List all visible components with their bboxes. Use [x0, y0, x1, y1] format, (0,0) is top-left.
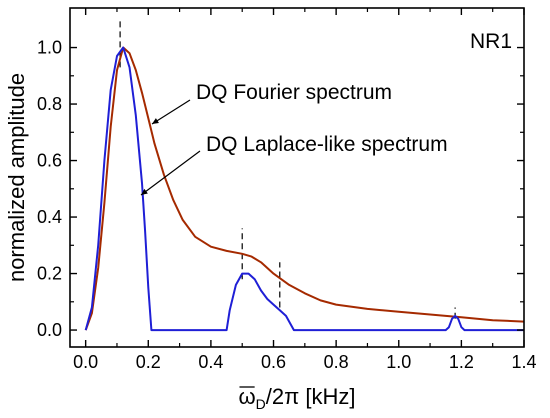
y-tick-label: 0.0 [37, 320, 62, 340]
peak-marker-layer [119, 19, 456, 319]
laplace-spectrum-line [84, 46, 524, 332]
x-tick-label: 0.8 [324, 352, 349, 372]
annotation-arrow [140, 150, 201, 196]
y-tick-label: 0.6 [37, 151, 62, 171]
x-tick-label: 1.2 [449, 352, 474, 372]
x-tick-label: 0.6 [261, 352, 286, 372]
x-axis-title-subscript: D [256, 396, 266, 412]
x-axis-title-rest: /2π [kHz] [266, 384, 356, 409]
y-axis-title: normalized amplitude [4, 73, 29, 282]
y-tick-label: 1.0 [37, 38, 62, 58]
x-tick-label: 0.0 [73, 352, 98, 372]
annotation-arrowhead [141, 188, 148, 195]
annotation-arrow [151, 99, 191, 125]
x-tick-label: 0.2 [136, 352, 161, 372]
fourier-spectrum-line [84, 46, 525, 331]
annotation-layer: DQ Fourier spectrum DQ Laplace-like spect… [140, 81, 448, 196]
y-tick-label: 0.4 [37, 207, 62, 227]
y-tick-label: 0.8 [37, 94, 62, 114]
tick-layer: 0.0 0.2 0.4 0.6 0.8 1.0 1.2 1.4 0.0 0.2 0.4 0.6 0.8 1… [37, 8, 537, 372]
series-annotation: DQ Fourier spectrum [196, 81, 392, 104]
panel-label: NR1 [470, 30, 512, 53]
x-tick-label: 1.0 [386, 352, 411, 372]
x-tick-label: 1.4 [511, 352, 536, 372]
x-tick-label: 0.4 [198, 352, 223, 372]
x-axis-title-omega: ω [238, 384, 255, 409]
y-tick-label: 0.2 [37, 264, 62, 284]
annotation-arrowhead [152, 118, 159, 124]
x-axis-title: ωD/2π [kHz] [238, 384, 355, 412]
plot-frame [69, 7, 525, 348]
series-layer [84, 46, 525, 332]
series-annotation: DQ Laplace-like spectrum [206, 133, 448, 156]
